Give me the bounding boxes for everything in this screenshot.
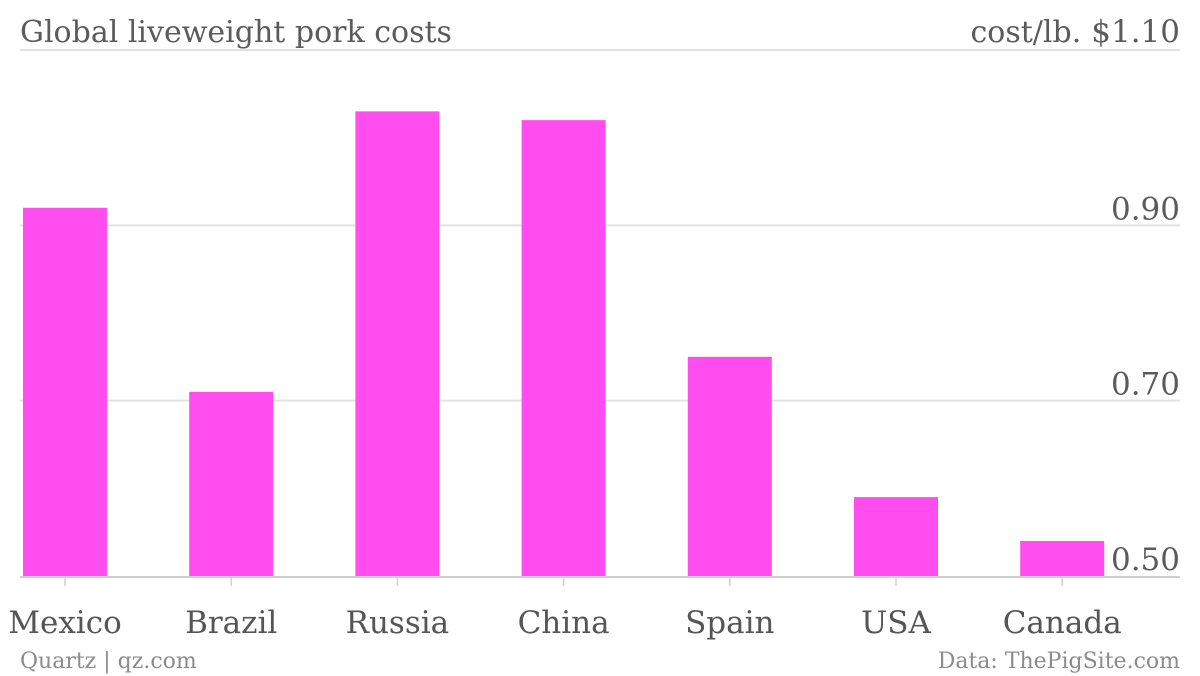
y-tick-label: $1.10 xyxy=(1091,14,1180,50)
source-credit-left: Quartz | qz.com xyxy=(20,649,197,674)
category-label-mexico: Mexico xyxy=(8,605,122,641)
bar-russia xyxy=(355,111,440,576)
category-label-brazil: Brazil xyxy=(185,605,277,641)
y-axis-tick-labels: $1.10 0.90 0.70 0.50 xyxy=(1091,14,1180,578)
category-label-usa: USA xyxy=(861,605,931,641)
category-label-china: China xyxy=(518,605,610,641)
chart-title: Global liveweight pork costs xyxy=(20,15,452,50)
bar-usa xyxy=(854,497,938,576)
y-tick-label: 0.90 xyxy=(1111,191,1180,227)
y-axis-label: cost/lb. xyxy=(970,15,1081,50)
x-axis-category-labels: Mexico Brazil Russia China Spain USA Canada xyxy=(8,605,1121,641)
y-tick-label: 0.50 xyxy=(1111,542,1180,578)
bar-china xyxy=(521,120,606,576)
bars xyxy=(23,111,1105,577)
category-label-canada: Canada xyxy=(1003,605,1122,641)
bar-mexico xyxy=(23,207,107,577)
bar-canada xyxy=(1020,540,1105,576)
category-label-russia: Russia xyxy=(346,605,450,641)
bar-brazil xyxy=(189,391,274,576)
bar-spain xyxy=(687,356,772,576)
x-axis xyxy=(20,576,1180,586)
category-label-spain: Spain xyxy=(685,605,774,641)
y-tick-label: 0.70 xyxy=(1111,367,1180,403)
source-credit-right: Data: ThePigSite.com xyxy=(938,649,1180,674)
